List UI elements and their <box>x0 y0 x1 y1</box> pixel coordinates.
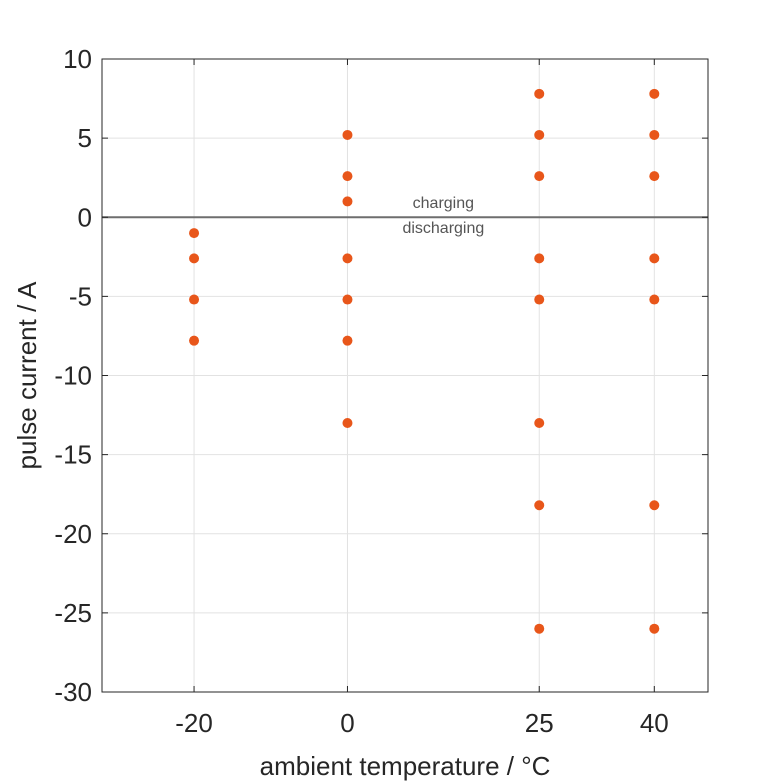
data-point <box>649 294 660 305</box>
data-point <box>649 171 660 182</box>
y-tick-label: -10 <box>54 361 92 391</box>
y-axis-label: pulse current / A <box>12 281 42 470</box>
data-point <box>189 335 200 346</box>
data-point <box>342 417 353 428</box>
annotation-charging: charging <box>413 195 474 212</box>
data-point <box>534 500 545 511</box>
y-tick-label: 0 <box>78 202 92 232</box>
x-tick-label: -20 <box>175 708 213 738</box>
y-tick-label: -15 <box>54 440 92 470</box>
annotation-discharging: discharging <box>402 220 484 237</box>
data-point <box>534 294 545 305</box>
data-point <box>342 294 353 305</box>
data-point <box>189 294 200 305</box>
x-tick-label: 25 <box>525 708 554 738</box>
data-point <box>649 500 660 511</box>
y-axis-ticks: 10 5 0 -5 -10 -15 -20 -25 -30 <box>54 44 708 707</box>
data-point <box>342 253 353 264</box>
data-point <box>342 335 353 346</box>
data-point <box>649 88 660 99</box>
data-point <box>649 623 660 634</box>
data-point <box>342 171 353 182</box>
data-point <box>534 88 545 99</box>
data-point <box>534 129 545 140</box>
data-point <box>189 253 200 264</box>
data-point <box>342 196 353 207</box>
x-tick-label: 40 <box>640 708 669 738</box>
y-tick-label: -25 <box>54 598 92 628</box>
data-point <box>534 623 545 634</box>
data-points <box>189 88 660 634</box>
grid <box>102 58 708 693</box>
x-axis-ticks: -20 0 25 40 <box>175 59 669 738</box>
annotations: charging discharging <box>402 195 484 237</box>
y-tick-label: -20 <box>54 519 92 549</box>
data-point <box>534 417 545 428</box>
x-axis-label: ambient temperature / °C <box>260 751 551 781</box>
y-tick-label: 10 <box>63 44 92 74</box>
data-point <box>649 129 660 140</box>
data-point <box>649 253 660 264</box>
data-point <box>534 171 545 182</box>
data-point <box>189 228 200 239</box>
data-point <box>534 253 545 264</box>
data-point <box>342 129 353 140</box>
y-tick-label: -5 <box>69 281 92 311</box>
x-tick-label: 0 <box>340 708 354 738</box>
y-tick-label: -30 <box>54 677 92 707</box>
y-tick-label: 5 <box>78 123 92 153</box>
